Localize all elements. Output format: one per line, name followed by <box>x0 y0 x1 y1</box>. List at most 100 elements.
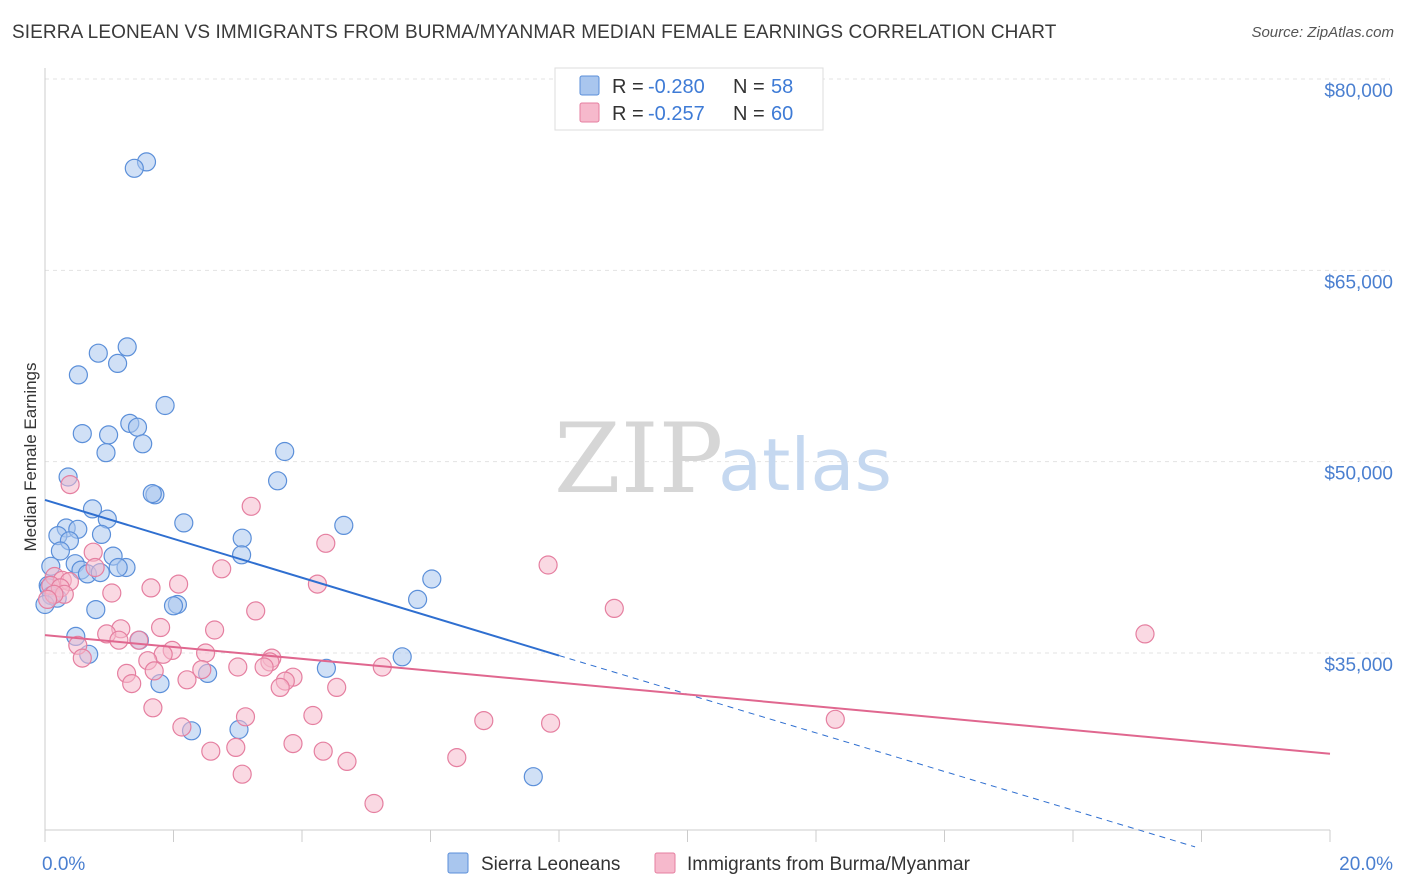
point-burma-myanmar-52 <box>474 710 494 731</box>
point-sierra-leonean-5 <box>68 365 89 385</box>
point-burma-myanmar-1 <box>241 496 261 516</box>
x-tick-label-1: 20.0% <box>1339 854 1393 875</box>
point-burma-myanmar-39 <box>254 657 274 677</box>
point-sierra-leonean-43 <box>408 589 428 610</box>
point-burma-myanmar-51 <box>172 717 192 737</box>
bottom-legend-swatch-blue <box>447 852 469 874</box>
point-burma-myanmar-9 <box>141 578 161 598</box>
point-burma-myanmar-46 <box>270 677 290 698</box>
point-sierra-leonean-46 <box>163 596 184 616</box>
point-burma-myanmar-58 <box>313 741 333 761</box>
trend-lines <box>44 498 1331 848</box>
point-burma-myanmar-60 <box>447 747 467 768</box>
axes <box>44 68 1331 842</box>
point-burma-myanmar-49 <box>235 707 256 727</box>
point-burma-myanmar-44 <box>177 670 197 690</box>
point-sierra-leonean-12 <box>96 443 116 463</box>
legend-swatch-blue <box>579 75 600 96</box>
point-sierra-leonean-14 <box>268 471 288 491</box>
point-burma-myanmar-16 <box>102 583 122 603</box>
gridlines <box>45 78 1390 654</box>
trend-line-sierra-leonean-extrapolated <box>558 655 1196 848</box>
y-axis-label: Median Female Earnings <box>21 363 40 552</box>
point-sierra-leonean-13 <box>275 441 295 462</box>
point-sierra-leonean-35 <box>108 557 128 578</box>
point-burma-myanmar-18 <box>85 557 105 578</box>
point-sierra-leonean-51 <box>392 647 412 667</box>
point-burma-myanmar-61 <box>232 764 252 784</box>
point-burma-myanmar-48 <box>143 698 163 718</box>
x-tick-labels: 0.0% 20.0% <box>42 854 1393 875</box>
point-burma-myanmar-54 <box>825 709 845 729</box>
point-burma-myanmar-29 <box>196 643 216 663</box>
point-sierra-leonean-3 <box>88 343 108 363</box>
point-burma-myanmar-17 <box>37 589 58 610</box>
point-burma-myanmar-5 <box>212 559 232 579</box>
point-burma-myanmar-57 <box>226 737 246 758</box>
legend-r-value-blue: -0.280 <box>648 76 705 98</box>
y-tick-labels: $80,000 $65,000 $50,000 $35,000 <box>1324 81 1393 676</box>
point-sierra-leonean-52 <box>316 658 336 678</box>
point-burma-myanmar-4 <box>538 555 558 575</box>
legend-n-value-pink: 60 <box>771 103 793 125</box>
bottom-legend-swatch-pink <box>654 852 676 874</box>
y-tick-label-1: $65,000 <box>1324 272 1393 293</box>
point-sierra-leonean-21 <box>334 515 354 536</box>
source-label: Source: ZipAtlas.com <box>1251 24 1394 41</box>
point-burma-myanmar-53 <box>540 713 561 733</box>
point-sierra-leonean-42 <box>422 569 442 589</box>
point-sierra-leonean-47 <box>86 599 106 620</box>
y-tick-label-0: $80,000 <box>1324 81 1393 102</box>
point-sierra-leonean-4 <box>107 353 128 373</box>
point-burma-myanmar-21 <box>1135 624 1155 644</box>
point-burma-myanmar-59 <box>337 751 357 772</box>
legend-n-label-pink: N = <box>733 103 765 125</box>
point-sierra-leonean-17 <box>142 484 162 504</box>
point-burma-myanmar-36 <box>144 661 164 681</box>
point-sierra-leonean-29 <box>232 545 252 565</box>
watermark: ZIP atlas <box>554 403 892 515</box>
watermark-zip: ZIP <box>554 403 723 515</box>
legend-box <box>554 67 824 131</box>
point-sierra-leonean-28 <box>50 541 71 561</box>
legend-r-value-pink: -0.257 <box>648 103 705 125</box>
point-burma-myanmar-55 <box>283 733 303 754</box>
correlation-legend: R = -0.280 N = 58 R = -0.257 N = 60 <box>554 67 824 131</box>
point-sierra-leonean-11 <box>133 434 153 454</box>
point-sierra-leonean-20 <box>174 513 194 533</box>
point-sierra-leonean-1 <box>124 158 144 178</box>
point-burma-myanmar-26 <box>109 630 129 650</box>
point-burma-myanmar-10 <box>169 574 189 594</box>
point-sierra-leonean-26 <box>232 528 252 548</box>
x-tick-label-0: 0.0% <box>42 854 85 875</box>
legend-r-label-blue: R = <box>612 76 644 98</box>
point-burma-myanmar-2 <box>316 533 336 553</box>
point-sierra-leonean-9 <box>72 424 92 444</box>
point-burma-myanmar-56 <box>201 741 221 761</box>
point-burma-myanmar-23 <box>205 620 225 640</box>
point-sierra-leonean-6 <box>155 395 175 416</box>
point-burma-myanmar-22 <box>151 617 171 638</box>
point-burma-myanmar-19 <box>604 598 624 619</box>
legend-n-label-blue: N = <box>733 76 765 98</box>
watermark-atlas: atlas <box>718 423 892 507</box>
point-burma-myanmar-37 <box>192 659 212 680</box>
point-sierra-leonean-57 <box>523 767 543 787</box>
point-burma-myanmar-27 <box>129 630 149 650</box>
bottom-legend-label-blue: Sierra Leoneans <box>481 854 620 875</box>
point-burma-myanmar-34 <box>72 648 92 668</box>
point-burma-myanmar-20 <box>246 601 266 621</box>
legend-r-label-pink: R = <box>612 103 644 125</box>
point-burma-myanmar-62 <box>364 793 384 814</box>
chart-title: SIERRA LEONEAN VS IMMIGRANTS FROM BURMA/… <box>12 22 1057 43</box>
trend-line-sierra-leonean <box>44 498 560 657</box>
legend-swatch-pink <box>579 102 600 123</box>
point-sierra-leonean-25 <box>91 524 112 545</box>
point-sierra-leonean-2 <box>117 337 137 357</box>
y-tick-label-2: $50,000 <box>1324 464 1393 485</box>
series-burma-myanmar <box>37 475 1155 814</box>
trend-line-burma-myanmar <box>44 634 1331 755</box>
point-burma-myanmar-38 <box>228 657 248 677</box>
point-burma-myanmar-45 <box>122 673 142 694</box>
